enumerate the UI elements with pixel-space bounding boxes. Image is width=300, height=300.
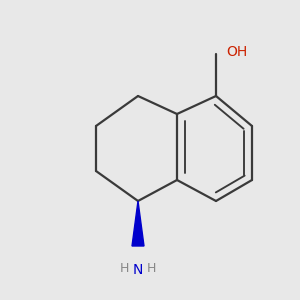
Text: H: H (147, 262, 156, 275)
Text: OH: OH (226, 46, 248, 59)
Polygon shape (132, 201, 144, 246)
Text: N: N (133, 262, 143, 277)
Text: H: H (120, 262, 129, 275)
